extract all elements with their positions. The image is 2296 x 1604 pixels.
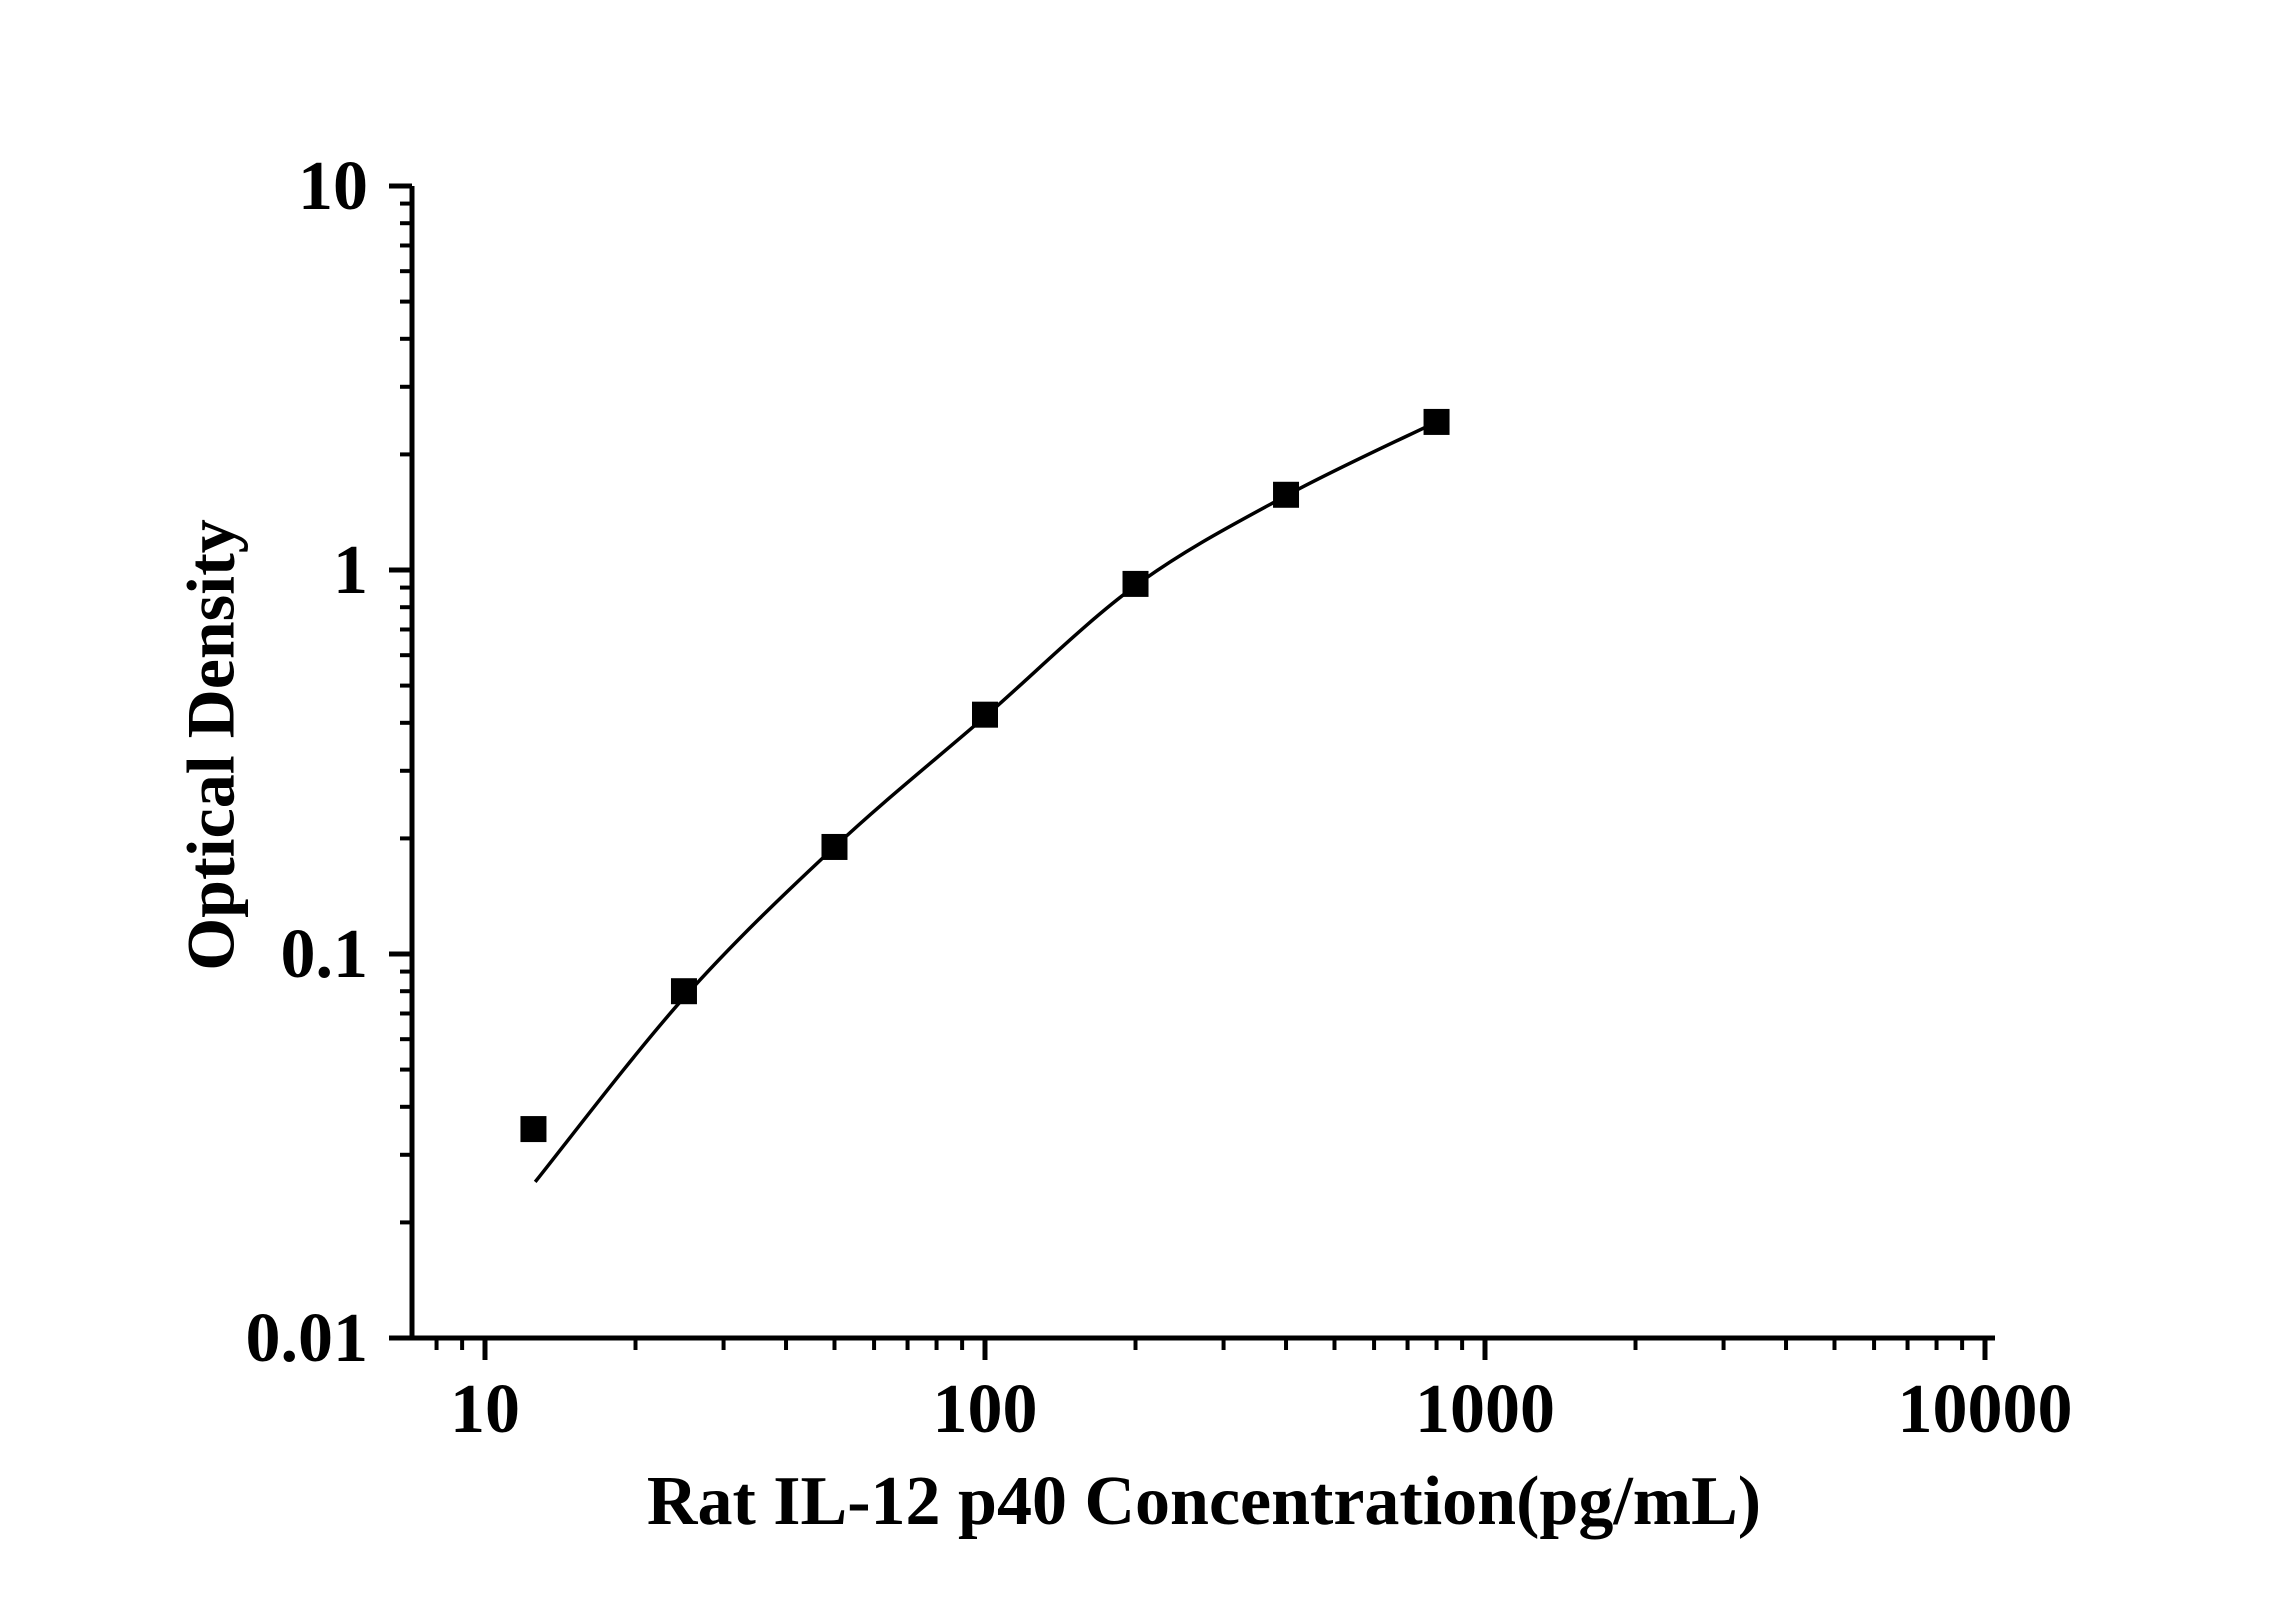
x-axis-title: Rat IL-12 p40 Concentration(pg/mL) — [646, 1463, 1762, 1540]
data-point-marker — [520, 1116, 547, 1143]
data-point-marker — [670, 978, 697, 1005]
x-tick-label: 10000 — [1898, 1371, 2073, 1448]
y-tick-label: 1 — [333, 532, 368, 609]
data-point-marker — [821, 833, 848, 860]
x-tick-label: 1000 — [1415, 1371, 1555, 1448]
x-tick-label: 100 — [933, 1371, 1038, 1448]
x-tick-label: 10 — [450, 1371, 520, 1448]
y-tick-label: 10 — [298, 148, 368, 225]
fit-curve-line — [533, 420, 1438, 1183]
data-point-marker — [1273, 481, 1300, 508]
y-tick-label: 0.1 — [281, 916, 369, 993]
data-point-marker — [972, 701, 998, 728]
data-point-marker — [1122, 570, 1149, 597]
y-axis-title: Optical Density — [172, 519, 249, 971]
y-tick-label: 0.01 — [246, 1300, 369, 1377]
data-point-marker — [1423, 408, 1450, 435]
